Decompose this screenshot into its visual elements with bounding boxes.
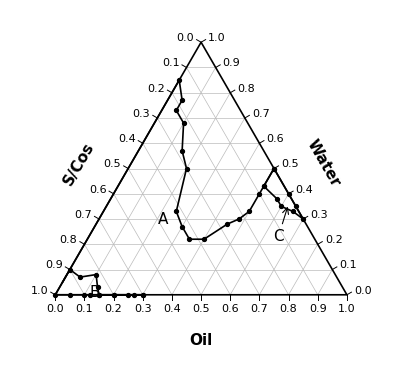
Text: 0.4: 0.4 — [296, 185, 313, 195]
Text: 0.9: 0.9 — [45, 260, 63, 270]
Text: 1.0: 1.0 — [338, 304, 356, 314]
Text: 0.6: 0.6 — [222, 304, 239, 314]
Text: 0.5: 0.5 — [281, 160, 299, 169]
Text: 0.2: 0.2 — [325, 235, 343, 245]
Text: 0.6: 0.6 — [89, 185, 106, 195]
Text: 0.3: 0.3 — [310, 210, 328, 220]
Text: 0.8: 0.8 — [237, 84, 255, 94]
Text: 0.1: 0.1 — [162, 58, 180, 68]
Text: 0.4: 0.4 — [118, 134, 136, 144]
Text: C: C — [273, 208, 288, 244]
Text: 0.0: 0.0 — [47, 304, 64, 314]
Text: 0.1: 0.1 — [75, 304, 93, 314]
Text: 0.6: 0.6 — [266, 134, 284, 144]
Text: S/Cos: S/Cos — [60, 139, 97, 187]
Text: 0.9: 0.9 — [309, 304, 327, 314]
Text: Oil: Oil — [189, 333, 213, 348]
Text: 0.3: 0.3 — [133, 109, 150, 119]
Text: 0.9: 0.9 — [223, 58, 240, 68]
Text: 0.8: 0.8 — [280, 304, 297, 314]
Text: 1.0: 1.0 — [208, 33, 226, 43]
Text: 0.2: 0.2 — [105, 304, 122, 314]
Text: 0.2: 0.2 — [147, 84, 165, 94]
Text: 0.5: 0.5 — [104, 160, 121, 169]
Text: B: B — [89, 285, 100, 300]
Text: 1.0: 1.0 — [31, 286, 48, 296]
Text: 0.5: 0.5 — [192, 304, 210, 314]
Text: 0.3: 0.3 — [134, 304, 151, 314]
Text: 0.8: 0.8 — [60, 235, 78, 245]
Text: A: A — [158, 212, 169, 227]
Text: 0.0: 0.0 — [176, 33, 194, 43]
Text: Water: Water — [304, 137, 343, 190]
Text: 0.7: 0.7 — [74, 210, 92, 220]
Text: 0.1: 0.1 — [339, 260, 357, 270]
Text: 0.0: 0.0 — [354, 286, 372, 296]
Text: 0.4: 0.4 — [163, 304, 181, 314]
Text: 0.7: 0.7 — [252, 109, 270, 119]
Text: 0.7: 0.7 — [251, 304, 268, 314]
